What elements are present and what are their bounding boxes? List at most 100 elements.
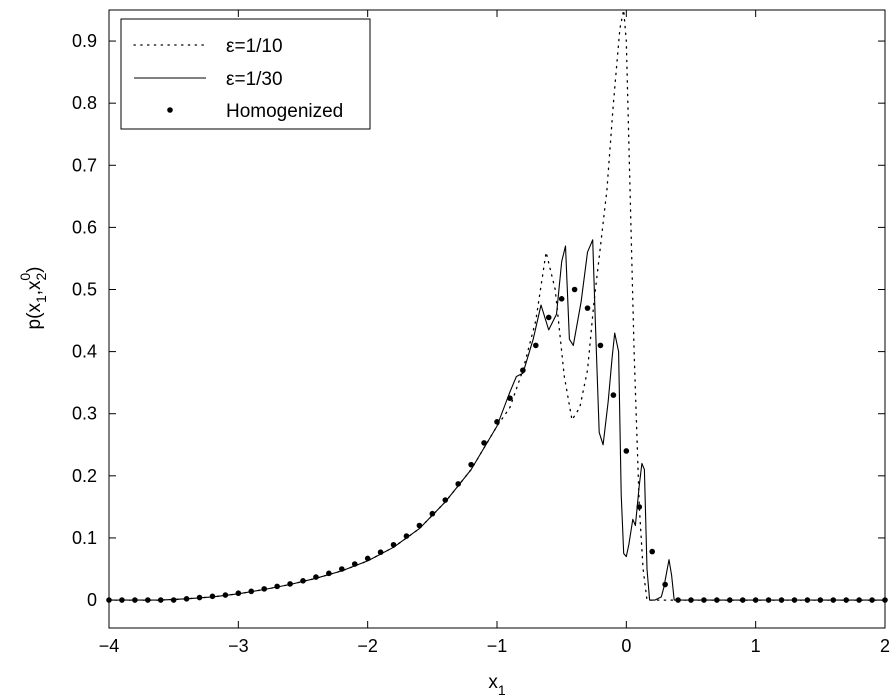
data-point — [791, 597, 798, 603]
data-point — [533, 342, 539, 349]
y-axis-label-part-1: p(x — [24, 303, 45, 330]
y-axis: 0 0.1 0.2 0.3 0.4 0.5 0.6 0.7 0.8 0.9 — [72, 31, 885, 610]
data-point — [119, 597, 125, 603]
x-axis-label-subscript: 1 — [498, 682, 506, 698]
data-point — [817, 597, 824, 603]
data-point — [145, 597, 151, 603]
data-point — [339, 566, 345, 572]
data-point — [209, 593, 216, 600]
series-layer — [106, 9, 888, 603]
y-tick-label: 0 — [87, 590, 97, 610]
y-axis-label-sup-2: 0 — [17, 273, 33, 281]
legend-label-homogenized: Homogenized — [226, 101, 343, 122]
data-point — [843, 597, 849, 603]
y-tick-label: 0.6 — [72, 217, 97, 237]
data-point — [830, 597, 837, 603]
data-point — [274, 583, 280, 590]
data-point — [856, 597, 862, 603]
data-point — [157, 597, 164, 603]
x-tick-label: 0 — [621, 636, 631, 656]
data-point — [882, 597, 888, 603]
y-axis-label-part-3: ) — [24, 267, 45, 273]
data-point — [326, 570, 332, 577]
data-point — [520, 367, 526, 374]
data-point — [132, 597, 138, 603]
data-point — [610, 392, 617, 398]
data-point — [752, 597, 759, 603]
data-point — [416, 522, 423, 529]
data-point — [222, 592, 229, 598]
data-point — [623, 448, 630, 454]
legend: ε=1/10 ε=1/30 Homogenized — [120, 18, 371, 130]
data-point — [636, 504, 643, 510]
data-point — [688, 597, 694, 603]
legend-swatch-homogenized — [167, 107, 173, 113]
y-axis-label-sub-2: 2 — [33, 272, 49, 280]
data-point — [507, 395, 513, 401]
data-point — [248, 588, 255, 595]
y-tick-label: 0.8 — [72, 93, 97, 113]
data-point — [196, 594, 203, 601]
series-line-eps-30 — [109, 239, 885, 601]
series-line-eps-10 — [108, 9, 886, 601]
x-axis-label: x1 — [488, 672, 506, 698]
data-point — [377, 549, 384, 556]
data-point — [494, 418, 500, 425]
legend-label-eps-10: ε=1/10 — [226, 36, 283, 57]
data-point — [106, 597, 112, 603]
x-tick-label: −4 — [99, 636, 120, 656]
data-point — [545, 314, 552, 321]
legend-box — [120, 18, 371, 130]
x-tick-label: 2 — [880, 636, 890, 656]
y-tick-label: 0.5 — [72, 279, 97, 299]
data-point — [558, 296, 565, 302]
data-point — [701, 597, 707, 603]
data-point — [584, 305, 591, 311]
data-point — [869, 597, 875, 603]
x-tick-label: −3 — [228, 636, 249, 656]
data-point — [662, 581, 668, 588]
y-axis-label-sub-1: 1 — [33, 295, 49, 303]
data-point — [287, 581, 293, 587]
data-point — [765, 597, 772, 603]
data-point — [261, 586, 268, 592]
data-point — [183, 596, 190, 602]
y-tick-label: 0.2 — [72, 466, 97, 486]
data-point — [778, 597, 785, 603]
data-point — [739, 597, 746, 603]
data-point — [364, 555, 371, 562]
data-point — [481, 440, 487, 446]
data-point — [429, 510, 436, 517]
data-point — [300, 577, 306, 584]
series-homogenized — [106, 286, 888, 603]
data-point — [442, 497, 449, 503]
data-point — [649, 548, 655, 555]
data-point — [675, 597, 681, 603]
y-tick-label: 0.1 — [72, 528, 97, 548]
y-tick-label: 0.9 — [72, 31, 97, 51]
data-point — [235, 590, 242, 597]
data-point — [468, 461, 474, 468]
legend-label-eps-30: ε=1/30 — [226, 69, 283, 90]
data-point — [403, 533, 410, 539]
data-point — [714, 597, 720, 603]
y-axis-label: p(x1,x20) — [17, 267, 49, 330]
x-axis-label-main: x — [488, 672, 498, 693]
y-tick-label: 0.3 — [72, 404, 97, 424]
data-point — [170, 597, 177, 603]
y-tick-label: 0.4 — [72, 342, 97, 362]
x-tick-label: 1 — [751, 636, 761, 656]
data-point — [804, 597, 811, 603]
y-tick-label: 0.7 — [72, 155, 97, 175]
x-axis: −4 −3 −2 −1 0 1 2 — [99, 10, 890, 656]
data-point — [455, 481, 462, 487]
x-tick-label: −1 — [487, 636, 508, 656]
data-point — [727, 597, 733, 603]
data-point — [351, 561, 358, 567]
data-point — [313, 574, 319, 580]
x-tick-label: −2 — [357, 636, 378, 656]
data-point — [390, 541, 397, 548]
data-point — [571, 286, 578, 293]
y-axis-label-part-2: ,x — [24, 280, 45, 295]
